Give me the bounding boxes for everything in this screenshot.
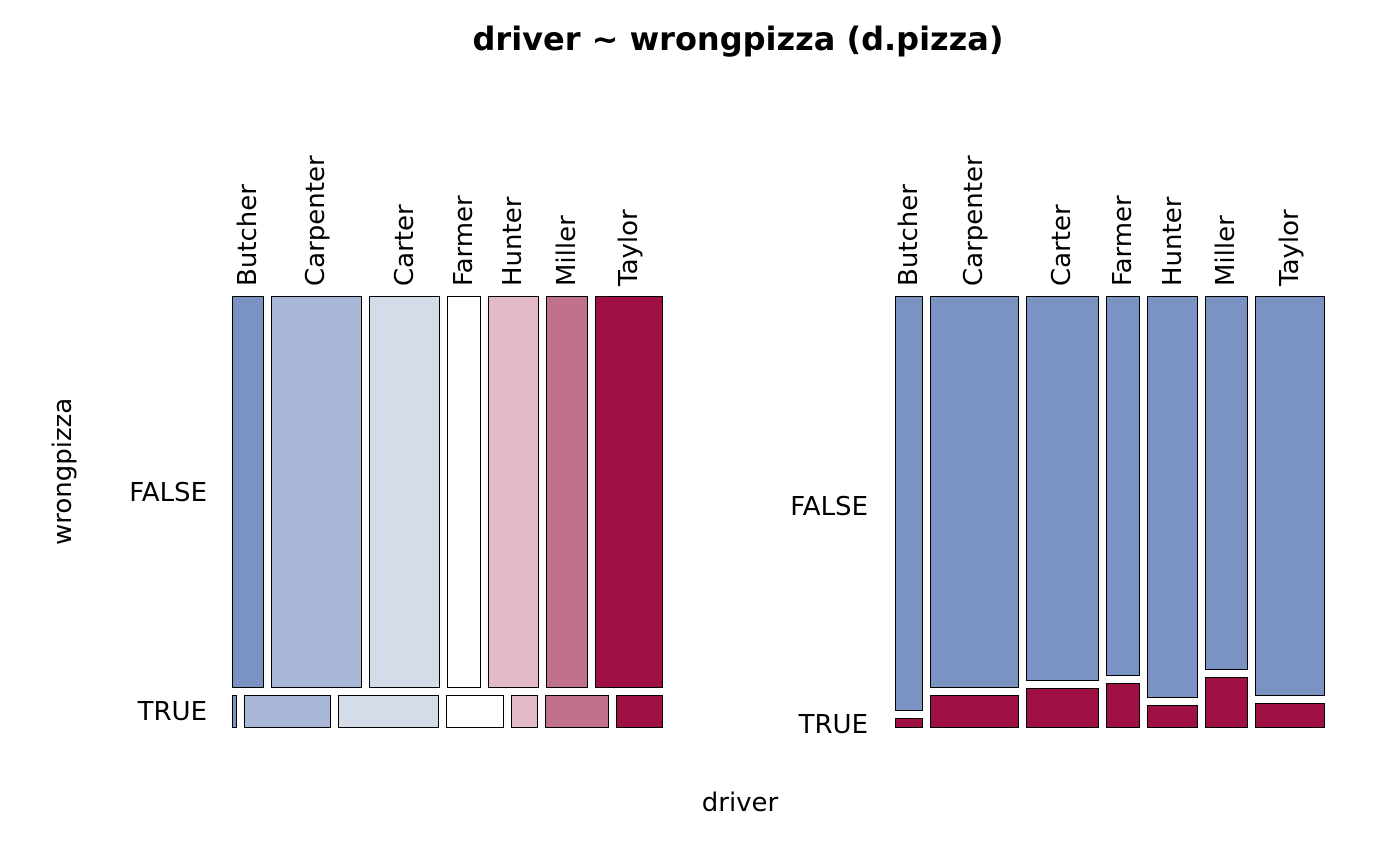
column-label-left-carpenter: Carpenter	[301, 155, 332, 286]
chart-title: driver ~ wrongpizza (d.pizza)	[472, 20, 1004, 58]
spine-cell-true-carter	[1025, 688, 1099, 728]
row-label-true-right: TRUE	[798, 710, 868, 740]
column-label-left-miller: Miller	[551, 215, 582, 286]
column-label-left-hunter: Hunter	[498, 196, 529, 286]
mosaic-cell-false-taylor	[595, 296, 663, 688]
mosaic-cell-true-carter	[337, 694, 439, 728]
spine-cell-true-taylor	[1254, 702, 1325, 728]
spine-cell-true-farmer	[1105, 682, 1141, 728]
column-label-right-hunter: Hunter	[1157, 196, 1188, 286]
column-label-right-butcher: Butcher	[893, 184, 924, 286]
row-label-false-right: FALSE	[790, 492, 868, 522]
mosaic-cell-false-miller	[545, 296, 589, 688]
spine-cell-false-carpenter	[929, 296, 1019, 688]
spine-cell-true-hunter	[1147, 705, 1199, 728]
column-label-left-butcher: Butcher	[232, 184, 263, 286]
mosaic-cell-false-carpenter	[270, 296, 362, 688]
row-label-true-left: TRUE	[137, 697, 207, 727]
column-label-left-taylor: Taylor	[614, 209, 645, 286]
spine-cell-true-carpenter	[929, 694, 1019, 728]
mosaic-cell-true-miller	[544, 694, 609, 728]
mosaic-cell-true-hunter	[510, 694, 538, 728]
column-label-right-farmer: Farmer	[1107, 195, 1138, 286]
spine-cell-false-butcher	[895, 296, 923, 711]
mosaic-cell-false-hunter	[487, 296, 539, 688]
mosaic-cell-true-carpenter	[244, 694, 331, 728]
spine-cell-false-carter	[1025, 296, 1099, 682]
column-label-right-taylor: Taylor	[1274, 209, 1305, 286]
row-label-false-left: FALSE	[129, 478, 207, 508]
mosaic-cell-false-butcher	[232, 296, 264, 688]
mosaic-cell-true-farmer	[445, 694, 504, 728]
column-label-right-carter: Carter	[1047, 204, 1078, 286]
column-label-left-carter: Carter	[389, 204, 420, 286]
spine-cell-false-farmer	[1105, 296, 1141, 676]
spine-cell-true-butcher	[895, 717, 923, 728]
column-label-right-carpenter: Carpenter	[959, 155, 990, 286]
mosaic-cell-true-taylor	[615, 694, 663, 728]
spine-cell-false-hunter	[1147, 296, 1199, 699]
mosaic-cell-false-carter	[368, 296, 441, 688]
mosaic-cell-false-farmer	[447, 296, 481, 688]
spine-cell-false-miller	[1205, 296, 1248, 670]
spine-cell-true-miller	[1205, 677, 1248, 728]
spine-cell-false-taylor	[1254, 296, 1325, 696]
mosaic-cell-true-butcher	[232, 694, 238, 728]
column-label-right-miller: Miller	[1211, 215, 1242, 286]
column-label-left-farmer: Farmer	[448, 195, 479, 286]
x-axis-label: driver	[701, 788, 779, 818]
